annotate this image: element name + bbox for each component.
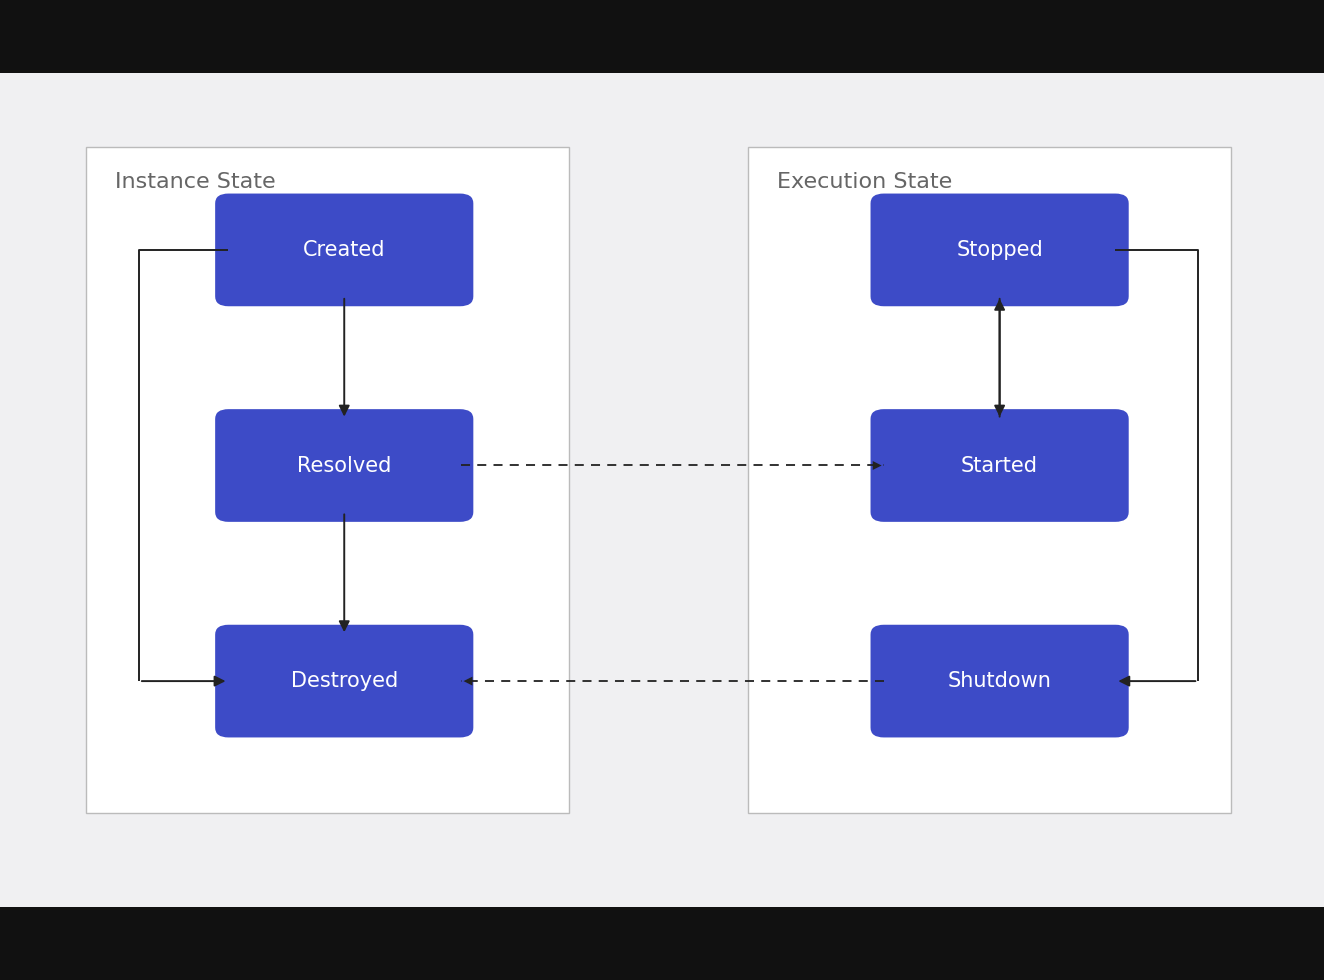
Text: Instance State: Instance State xyxy=(115,172,275,191)
Bar xyxy=(0,0,1324,74)
FancyBboxPatch shape xyxy=(214,410,474,521)
FancyBboxPatch shape xyxy=(871,410,1128,521)
Text: Shutdown: Shutdown xyxy=(948,671,1051,691)
FancyBboxPatch shape xyxy=(214,194,474,306)
FancyBboxPatch shape xyxy=(748,147,1231,813)
FancyBboxPatch shape xyxy=(86,147,569,813)
Text: Destroyed: Destroyed xyxy=(290,671,399,691)
Text: Created: Created xyxy=(303,240,385,260)
Text: Started: Started xyxy=(961,456,1038,475)
Bar xyxy=(0,906,1324,980)
FancyBboxPatch shape xyxy=(871,625,1128,737)
FancyBboxPatch shape xyxy=(214,625,474,737)
FancyBboxPatch shape xyxy=(871,194,1128,306)
Text: Resolved: Resolved xyxy=(297,456,392,475)
Text: Execution State: Execution State xyxy=(777,172,952,191)
Text: Stopped: Stopped xyxy=(956,240,1043,260)
